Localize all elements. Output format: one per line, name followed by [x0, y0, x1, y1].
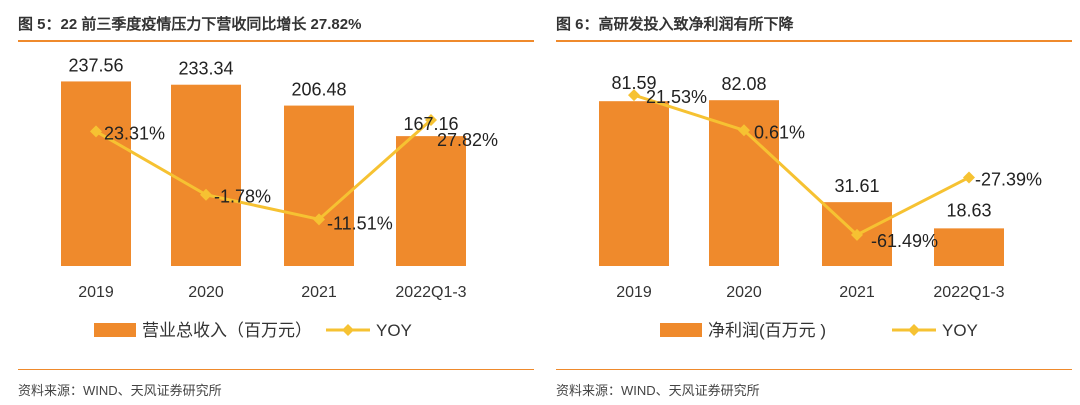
yoy-marker-2022Q1-3 [425, 114, 437, 127]
right-figure-panel: 图 6：高研发投入致净利润有所下降 81.59 82.08 31.61 18.63 21… [556, 0, 1072, 405]
yoy-marker-2021 [851, 228, 863, 241]
left-figure-panel: 图 5：22 前三季度疫情压力下营收同比增长 27.82% 237.56 233.… [18, 0, 534, 405]
source-note: 资料来源：WIND、天风证券研究所 [18, 383, 222, 398]
bar-value-label: 206.48 [291, 80, 346, 100]
yoy-marker-2021 [313, 213, 325, 226]
bar-value-label: 233.34 [178, 59, 233, 79]
yoy-value-label: -11.51% [327, 213, 393, 233]
chart-title: 图 6：高研发投入致净利润有所下降 [556, 16, 794, 33]
x-tick-label: 2019 [616, 284, 652, 301]
revenue-chart: 237.56 233.34 206.48 167.16 23.31% -1.78% -11.… [61, 55, 498, 340]
source-divider [18, 369, 534, 370]
legend-line-label: YOY [942, 321, 978, 340]
yoy-value-label: 0.61% [754, 122, 805, 142]
title-divider [18, 40, 534, 42]
legend-bar-label: 净利润(百万元 ) [708, 321, 826, 340]
legend-line-marker [342, 324, 354, 336]
bar-value-label: 82.08 [721, 74, 766, 94]
legend-bar-label: 营业总收入（百万元） [142, 321, 312, 340]
legend-line-marker [908, 324, 920, 336]
x-tick-label: 2022Q1-3 [933, 284, 1004, 301]
yoy-line [95, 118, 432, 221]
source-note: 资料来源：WIND、天风证券研究所 [556, 383, 760, 398]
bar-2019 [599, 101, 669, 266]
net-profit-chart: 81.59 82.08 31.61 18.63 21.53% 0.61% -61.49% -2… [599, 73, 1042, 340]
yoy-value-label: 21.53% [646, 87, 707, 107]
x-tick-label: 2021 [839, 284, 875, 301]
yoy-marker-2022Q1-3 [963, 171, 975, 184]
yoy-marker-2019 [628, 89, 640, 102]
source-divider [556, 369, 1072, 370]
x-tick-label: 2020 [726, 284, 762, 301]
bar-value-label: 31.61 [834, 176, 879, 196]
bar-value-label: 81.59 [611, 73, 656, 93]
title-divider [556, 40, 1072, 42]
bar-value-label: 237.56 [68, 55, 123, 75]
yoy-value-label: -27.39% [975, 169, 1042, 189]
yoy-value-label: -61.49% [871, 231, 938, 251]
legend-bar-swatch [660, 323, 702, 337]
legend-bar-swatch [94, 323, 136, 337]
yoy-value-label: 23.31% [104, 123, 165, 143]
yoy-value-label: -1.78% [214, 187, 271, 207]
yoy-marker-2020 [200, 188, 212, 201]
chart-title: 图 5：22 前三季度疫情压力下营收同比增长 27.82% [18, 16, 362, 33]
yoy-value-label: 27.82% [437, 130, 498, 150]
bar-value-label: 167.16 [403, 114, 458, 134]
x-tick-label: 2021 [301, 284, 337, 301]
bar-2022Q1-3 [934, 228, 1004, 266]
legend-line-label: YOY [376, 321, 412, 340]
yoy-marker-2020 [738, 124, 750, 137]
x-tick-label: 2020 [188, 284, 224, 301]
yoy-line [633, 93, 970, 237]
x-tick-label: 2019 [78, 284, 114, 301]
bar-2022Q1-3 [396, 136, 466, 266]
bar-2019 [61, 81, 131, 266]
bar-2020 [171, 84, 241, 266]
bar-value-label: 18.63 [946, 200, 991, 220]
bar-2021 [284, 105, 354, 266]
x-tick-label: 2022Q1-3 [395, 284, 466, 301]
